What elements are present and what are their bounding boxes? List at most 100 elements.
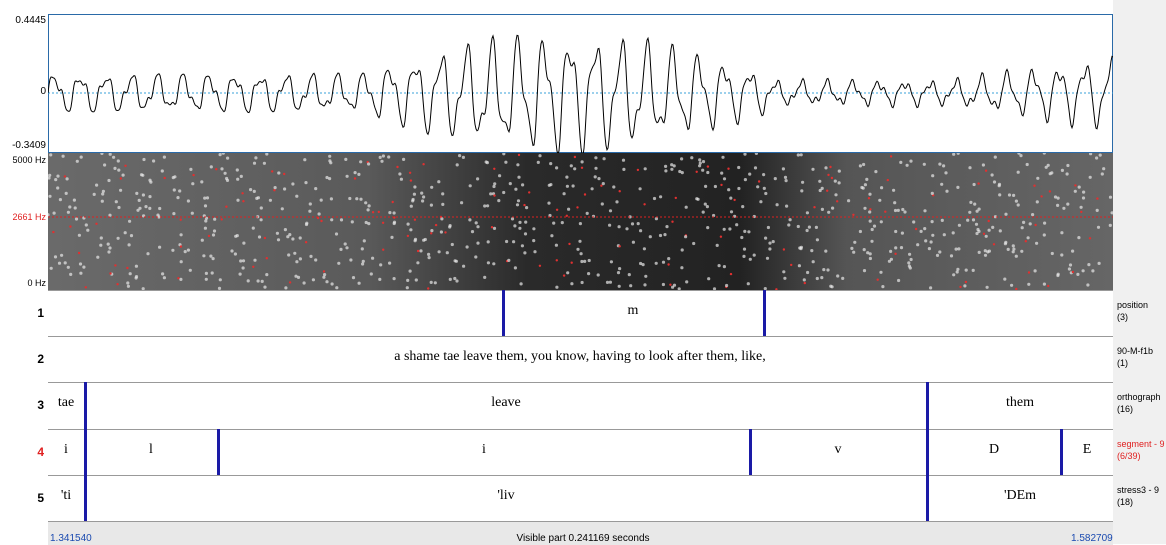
speckle (893, 208, 898, 213)
speckle (678, 169, 682, 174)
waveform-panel (48, 14, 1113, 153)
speckle (1098, 153, 1102, 157)
boundary (84, 474, 87, 522)
speckle (788, 218, 792, 222)
speckle (126, 281, 130, 285)
speckle (698, 161, 702, 165)
speckle (288, 233, 292, 237)
speckle (218, 278, 222, 282)
speckle (870, 227, 874, 232)
speckle (134, 264, 138, 268)
speckle (722, 227, 726, 231)
speckle (571, 184, 575, 188)
speckle (667, 263, 670, 266)
speckle (787, 223, 791, 227)
speckle (276, 238, 281, 242)
speckle (587, 258, 591, 263)
speckle (514, 187, 518, 191)
speckle (268, 198, 272, 202)
speckle (938, 162, 942, 166)
speckle (1048, 190, 1052, 193)
speckle (768, 247, 772, 251)
speckle (983, 253, 988, 257)
speckle (470, 230, 475, 234)
speckle (712, 213, 716, 218)
speckle (103, 163, 107, 167)
speckle (493, 182, 497, 186)
speckle (204, 219, 208, 223)
speckle (52, 230, 55, 234)
speckle (406, 222, 410, 226)
speckle (366, 208, 370, 212)
speckle (532, 239, 536, 243)
speckle (302, 281, 306, 285)
speckle (77, 233, 81, 237)
speckle (733, 198, 736, 202)
speckle (576, 247, 580, 251)
speckle (453, 259, 457, 263)
speckle (824, 249, 828, 253)
speckle (594, 156, 598, 160)
speckle (309, 254, 313, 258)
speckle (498, 174, 502, 178)
speckle (233, 252, 237, 256)
speckle (1028, 222, 1032, 226)
speckle (325, 280, 329, 284)
speckle (1088, 237, 1092, 240)
speckle (69, 272, 73, 276)
waveform-frame (48, 14, 1113, 153)
speckle (1080, 210, 1083, 214)
speckle (357, 172, 361, 176)
speckle (492, 226, 497, 230)
speckle (298, 236, 302, 240)
speckle (555, 259, 558, 262)
speckle (580, 166, 584, 169)
speckle (908, 266, 912, 270)
speckle (1060, 231, 1064, 235)
tier-name: position (3) (1117, 299, 1166, 323)
speckle (161, 272, 165, 276)
interval-label: a shame tae leave them, you know, having… (394, 349, 766, 365)
speckle (217, 286, 222, 290)
speckle (158, 206, 162, 211)
speckle (901, 207, 905, 212)
speckle (1042, 282, 1046, 286)
speckle (631, 240, 636, 244)
speckle (357, 281, 361, 285)
speckle (84, 286, 87, 289)
tier-number: 2 (37, 352, 44, 367)
speckle (665, 225, 669, 229)
speckle (371, 256, 375, 260)
speckle (740, 235, 744, 240)
boundary (926, 382, 929, 430)
speckle (585, 211, 589, 215)
speckle (868, 256, 873, 261)
speckle (909, 159, 913, 163)
speckle (981, 163, 986, 167)
speckle (202, 254, 206, 258)
speckle (1100, 172, 1104, 176)
speckle (618, 245, 621, 248)
speckle (319, 198, 323, 202)
speckle (325, 175, 329, 180)
speckle (833, 179, 837, 183)
speckle (868, 252, 872, 256)
speckle (940, 218, 944, 222)
speckle (423, 237, 427, 242)
speckle (119, 177, 123, 180)
speckle (1027, 271, 1031, 274)
footer-bar (48, 521, 1113, 545)
speckle (922, 162, 926, 166)
speckle (476, 241, 480, 245)
tier-count: (18) (1117, 496, 1134, 507)
tier-row (48, 474, 1113, 523)
speckle (876, 278, 879, 281)
speckle (335, 286, 339, 290)
speckle (283, 187, 287, 191)
speckle (186, 248, 190, 252)
speckle (1056, 272, 1060, 276)
speckle (796, 224, 800, 229)
interval-label: i (482, 441, 486, 457)
speckle (800, 189, 804, 193)
speckle (225, 176, 229, 181)
